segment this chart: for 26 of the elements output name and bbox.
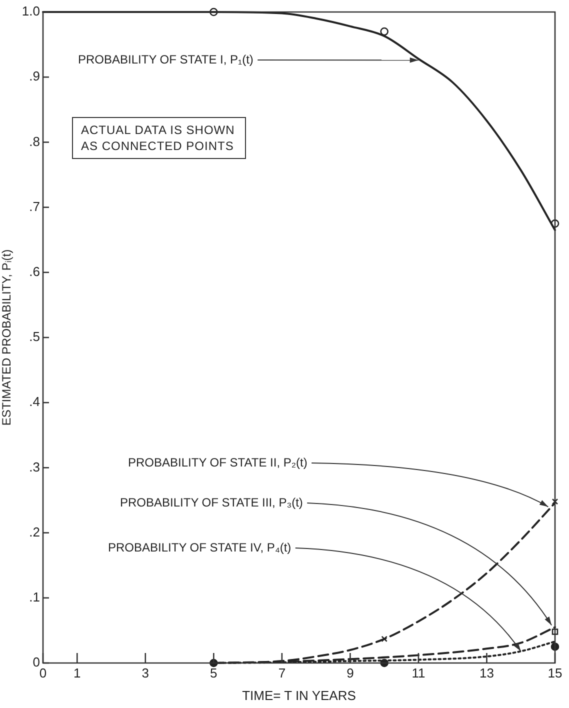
annotation: PROBABILITY OF STATE III, P₃(t) xyxy=(120,495,303,510)
annotation: PROBABILITY OF STATE II, P₂(t) xyxy=(128,455,308,470)
y-tick-label: .1 xyxy=(29,589,40,604)
y-tick-label: .8 xyxy=(29,134,40,149)
x-tick-label: 15 xyxy=(548,665,562,680)
annotation: PROBABILITY OF STATE I, P₁(t) xyxy=(78,52,254,66)
y-tick-label: .7 xyxy=(29,198,40,214)
y-tick-label: .9 xyxy=(29,68,40,84)
y-tick-label: .5 xyxy=(29,329,40,344)
y-tick-label: .3 xyxy=(29,459,40,474)
y-axis-title: ESTIMATED PROBABILITY, Pᵢ(t) xyxy=(0,249,14,426)
x-tick-label: 9 xyxy=(346,665,354,680)
annotation: ACTUAL DATA IS SHOWN AS CONNECTED POINTS xyxy=(72,117,246,159)
x-tick-label: 3 xyxy=(142,665,150,680)
x-axis-title: TIME= T IN YEARS xyxy=(242,688,356,703)
y-tick-label: .6 xyxy=(29,264,40,279)
y-tick-label: 0 xyxy=(32,654,40,670)
x-tick-label: 7 xyxy=(278,665,286,680)
y-tick-label: .2 xyxy=(29,524,40,540)
x-tick-label: 1 xyxy=(74,665,81,680)
x-tick-label: 5 xyxy=(210,665,218,680)
annotation: PROBABILITY OF STATE IV, P₄(t) xyxy=(108,540,292,554)
y-tick-label: 1.0 xyxy=(22,4,40,19)
x-tick-label: 13 xyxy=(480,665,494,680)
x-tick-label: 11 xyxy=(412,665,426,680)
y-tick-label: .4 xyxy=(29,394,40,410)
